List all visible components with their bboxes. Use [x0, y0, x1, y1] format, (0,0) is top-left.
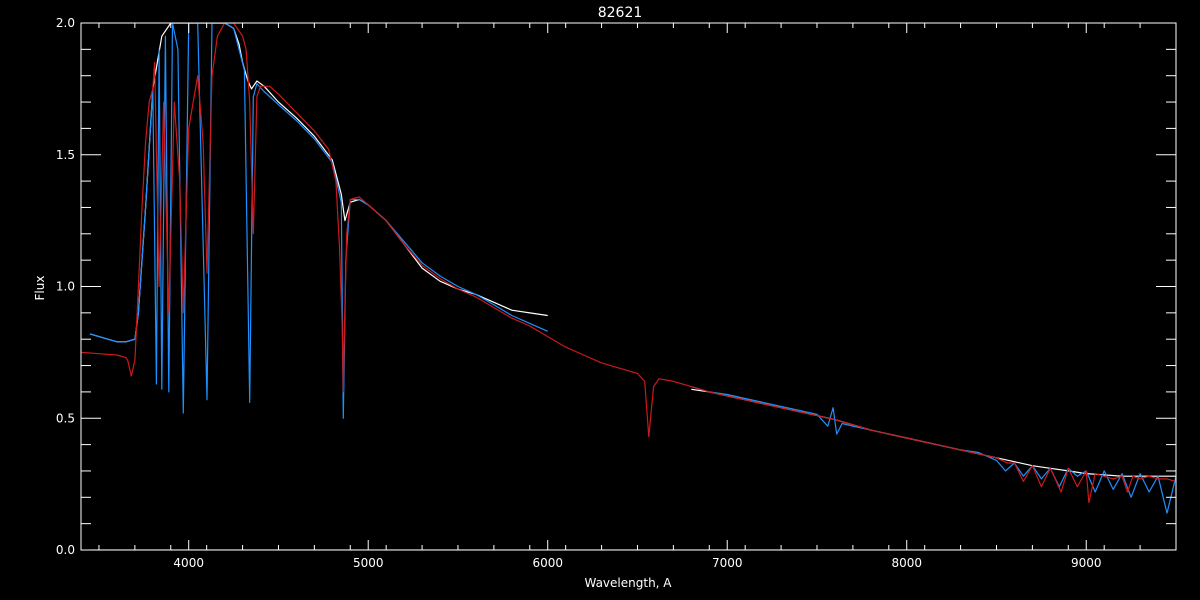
y-tick-label: 0.0 — [56, 543, 75, 557]
series-2-segment-2 — [691, 386, 1176, 514]
y-tick-label: 1.0 — [56, 280, 75, 294]
series-3-segment-1 — [81, 23, 1176, 504]
x-tick-label: 7000 — [712, 556, 743, 570]
y-tick-label: 1.5 — [56, 148, 75, 162]
y-axis-label: Flux — [33, 276, 47, 301]
x-axis-label: Wavelength, A — [584, 576, 672, 590]
x-tick-label: 4000 — [173, 556, 204, 570]
plot-layer — [81, 23, 1176, 550]
axis-layer: 4000 5000 6000 7000 8000 9000 0.0 0.5 1.0 1.5 2.0 — [56, 16, 1177, 570]
x-tick-label: 5000 — [353, 556, 384, 570]
y-tick-label: 0.5 — [56, 411, 75, 425]
x-tick-label: 8000 — [891, 556, 922, 570]
x-tick-label: 6000 — [532, 556, 563, 570]
chart-title: 82621 — [598, 5, 643, 21]
x-tick-label: 9000 — [1071, 556, 1102, 570]
series-group — [81, 23, 1176, 550]
y-tick-label: 2.0 — [56, 16, 75, 30]
